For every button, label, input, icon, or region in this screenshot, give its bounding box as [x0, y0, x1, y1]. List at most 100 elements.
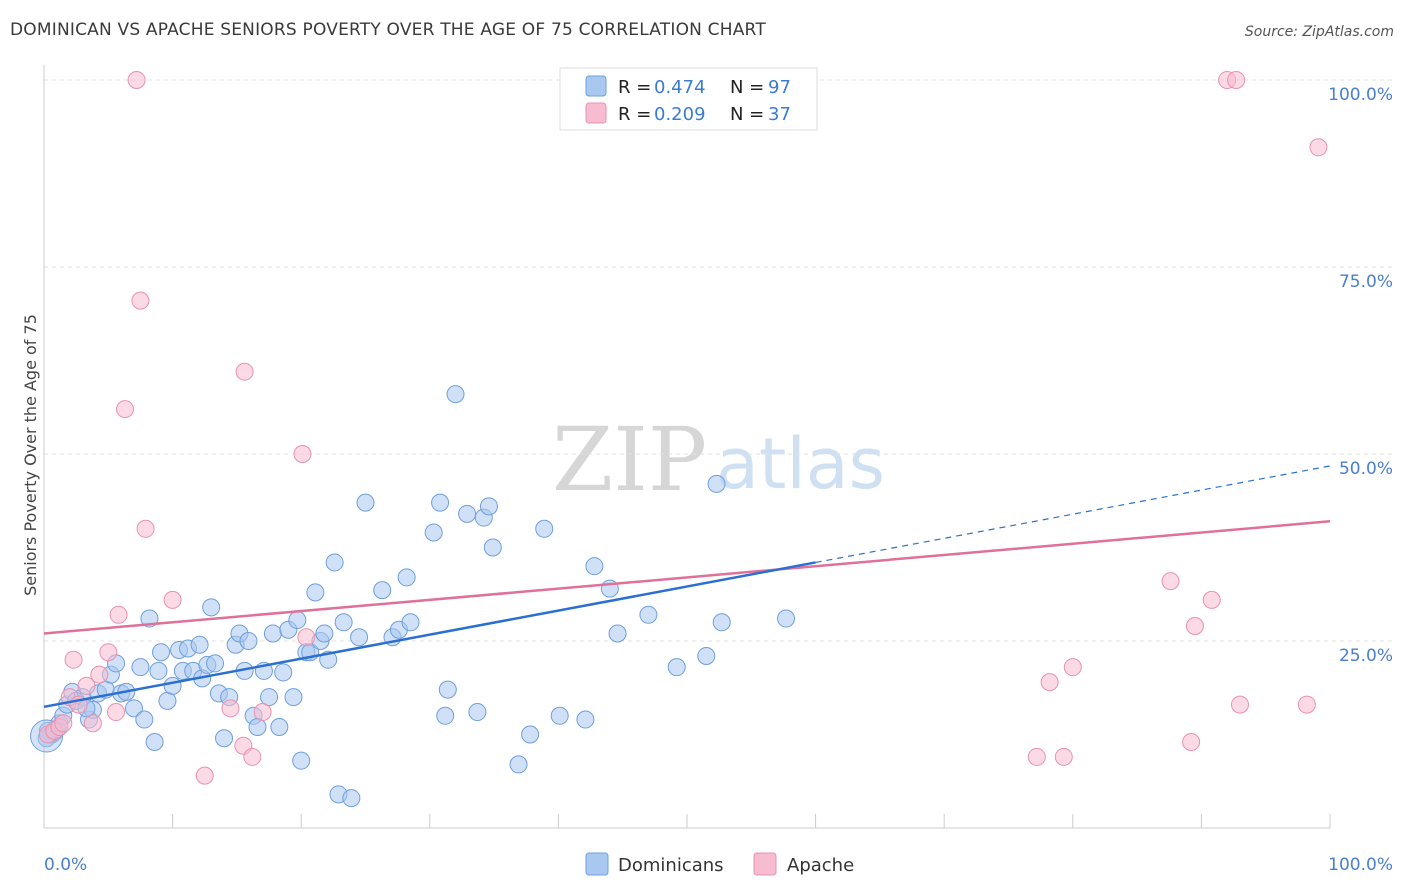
dominican-point — [707, 474, 726, 493]
dominican-point — [436, 706, 455, 725]
legend-n-label: N = — [730, 77, 764, 98]
dominican-point — [777, 609, 796, 628]
dominican-point — [550, 706, 569, 725]
apache-point — [253, 703, 272, 722]
dominican-point — [667, 658, 686, 677]
dominican-point — [509, 755, 528, 774]
bottom-legend-label-dominicans: Dominicans — [618, 855, 724, 876]
dominican-point — [239, 631, 258, 650]
dominican-point — [342, 789, 361, 808]
dominican-point — [585, 557, 604, 576]
apache-point — [1227, 70, 1246, 89]
apache-point — [136, 519, 155, 538]
apache-point — [116, 400, 135, 419]
dominican-point — [135, 710, 154, 729]
apache-point — [99, 643, 118, 662]
dominican-point — [521, 725, 540, 744]
dominican-point — [292, 751, 311, 770]
series-apache — [38, 70, 1328, 785]
legend-n-value: 37 — [768, 104, 791, 125]
dominican-point — [350, 628, 369, 647]
dominican-point — [468, 703, 487, 722]
y-tick-label: 75.0% — [1339, 272, 1393, 292]
legend-r-value: 0.209 — [654, 104, 706, 125]
dominican-point — [152, 643, 171, 662]
y-tick-label: 50.0% — [1339, 459, 1393, 479]
apache-point — [109, 605, 128, 624]
dominican-point — [608, 624, 627, 643]
source-label: Source: ZipAtlas.com — [1244, 24, 1394, 40]
dominican-point — [125, 699, 144, 718]
dominican-point — [397, 568, 416, 587]
dominican-point — [131, 658, 150, 677]
apache-point — [90, 665, 109, 684]
bottom-legend: Dominicans Apache — [585, 852, 854, 876]
apache-point — [1185, 617, 1204, 636]
dominican-point — [158, 691, 177, 710]
chart-title: DOMINICAN VS APACHE SENIORS POVERTY OVER… — [10, 20, 766, 40]
apache-point — [243, 747, 262, 766]
dominican-point — [315, 624, 334, 643]
apache-point — [64, 650, 83, 669]
apache-point — [221, 699, 240, 718]
apache-point — [1230, 695, 1249, 714]
apache-point — [1054, 747, 1073, 766]
legend-box: R = 0.474 N = 97 R = 0.209 N = 37 — [559, 67, 818, 131]
y-axis-title: Seniors Poverty Over the Age of 75 — [21, 314, 40, 596]
dominican-point — [202, 598, 221, 617]
apache-point — [163, 590, 182, 609]
axes — [43, 65, 1331, 829]
apache-point — [195, 766, 214, 785]
dominican-point — [446, 385, 465, 404]
dominican-point — [334, 613, 353, 632]
dominican-point — [284, 688, 303, 707]
apache-point — [1309, 138, 1328, 157]
dominican-trendline-extension — [815, 465, 1331, 564]
dominican-point — [163, 676, 182, 695]
y-tick-label: 25.0% — [1339, 646, 1393, 666]
apache-point — [297, 628, 316, 647]
x-tick-label: 0.0% — [44, 855, 87, 875]
apache-point — [1202, 590, 1221, 609]
dominican-point — [248, 718, 267, 737]
dominican-point — [535, 519, 554, 538]
dominican-point — [306, 583, 325, 602]
apache-point — [1040, 673, 1059, 692]
dominican-point — [206, 654, 225, 673]
dominican-point — [438, 680, 457, 699]
apache-point — [1161, 572, 1180, 591]
dominican-point — [373, 581, 392, 600]
dominican-point — [576, 710, 595, 729]
dominican-point — [712, 613, 731, 632]
dominican-point — [263, 624, 282, 643]
dominican-point — [697, 646, 716, 665]
watermark-atlas: atlas — [716, 423, 885, 505]
apache-trendline — [43, 520, 1331, 635]
trendlines — [43, 465, 1331, 709]
y-tick-label: 100.0% — [1328, 85, 1393, 105]
bottom-legend-label-apache: Apache — [787, 855, 854, 876]
dominican-point — [149, 661, 168, 680]
apache-point — [293, 444, 312, 463]
dominican-point — [190, 635, 209, 654]
apache-point — [1297, 695, 1316, 714]
apache-point — [54, 714, 73, 733]
apache-point — [107, 703, 126, 722]
dominican-point — [325, 553, 344, 572]
dominican-trendline — [43, 561, 816, 709]
dominican-point — [145, 732, 164, 751]
dominican-point — [270, 718, 289, 737]
legend-n-label: N = — [730, 104, 764, 125]
apache-point — [131, 291, 150, 310]
apache-point — [235, 362, 254, 381]
dominican-point — [356, 493, 375, 512]
dominican-point — [431, 493, 450, 512]
dominican-point — [479, 497, 498, 516]
apache-point — [1063, 658, 1082, 677]
bottom-legend-swatch-dominicans — [585, 852, 609, 876]
gridlines — [44, 79, 1392, 642]
dominican-point — [639, 605, 658, 624]
dominican-point — [424, 523, 443, 542]
dominican-point — [274, 663, 293, 682]
